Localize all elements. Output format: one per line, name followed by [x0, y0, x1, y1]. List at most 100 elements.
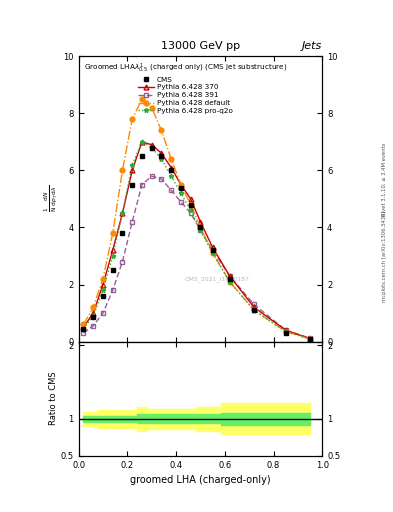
Pythia 6.428 default	[140, 96, 144, 102]
Text: Rivet 3.1.10; ≥ 3.4M events: Rivet 3.1.10; ≥ 3.4M events	[382, 142, 387, 216]
Pythia 6.428 default	[130, 116, 134, 122]
Line: CMS: CMS	[81, 145, 312, 342]
Pythia 6.428 default	[198, 224, 203, 230]
Pythia 6.428 391	[210, 247, 215, 253]
Pythia 6.428 pro-q2o	[101, 287, 105, 293]
Pythia 6.428 pro-q2o	[308, 336, 312, 342]
CMS	[91, 314, 95, 321]
Pythia 6.428 370	[308, 336, 312, 342]
Pythia 6.428 pro-q2o	[91, 313, 95, 319]
Pythia 6.428 370	[169, 164, 174, 170]
Pythia 6.428 391	[149, 173, 154, 179]
Pythia 6.428 default	[178, 182, 183, 188]
Pythia 6.428 391	[227, 273, 232, 279]
Pythia 6.428 370	[178, 182, 183, 188]
Pythia 6.428 pro-q2o	[252, 307, 256, 313]
Line: Pythia 6.428 370: Pythia 6.428 370	[81, 139, 312, 341]
Line: Pythia 6.428 default: Pythia 6.428 default	[81, 97, 312, 342]
Pythia 6.428 391	[140, 182, 144, 188]
Pythia 6.428 370	[283, 327, 288, 333]
Pythia 6.428 pro-q2o	[120, 210, 125, 216]
Pythia 6.428 391	[159, 176, 164, 182]
Pythia 6.428 370	[198, 219, 203, 225]
CMS	[283, 330, 288, 336]
Pythia 6.428 391	[198, 227, 203, 233]
CMS	[149, 144, 154, 151]
Pythia 6.428 391	[120, 259, 125, 265]
Pythia 6.428 370	[110, 247, 115, 253]
CMS	[110, 267, 115, 273]
Pythia 6.428 391	[308, 335, 312, 341]
Pythia 6.428 default	[91, 304, 95, 310]
Pythia 6.428 391	[169, 187, 174, 194]
Pythia 6.428 pro-q2o	[188, 207, 193, 214]
CMS	[227, 276, 232, 282]
CMS	[159, 153, 164, 159]
Pythia 6.428 391	[188, 210, 193, 216]
Pythia 6.428 370	[210, 244, 215, 250]
CMS	[101, 293, 105, 299]
Pythia 6.428 pro-q2o	[227, 279, 232, 285]
Pythia 6.428 391	[283, 327, 288, 333]
Pythia 6.428 391	[81, 330, 86, 336]
Pythia 6.428 pro-q2o	[130, 162, 134, 168]
Pythia 6.428 391	[252, 302, 256, 308]
CMS	[140, 153, 144, 159]
Text: CMS_2021_I1920187: CMS_2021_I1920187	[185, 276, 250, 282]
Pythia 6.428 pro-q2o	[149, 144, 154, 151]
CMS	[210, 247, 215, 253]
Pythia 6.428 pro-q2o	[159, 156, 164, 162]
Line: Pythia 6.428 391: Pythia 6.428 391	[81, 174, 312, 340]
CMS	[169, 167, 174, 174]
CMS	[252, 307, 256, 313]
Pythia 6.428 pro-q2o	[210, 250, 215, 256]
Pythia 6.428 default	[159, 127, 164, 134]
Pythia 6.428 default	[308, 336, 312, 342]
Line: Pythia 6.428 pro-q2o: Pythia 6.428 pro-q2o	[81, 139, 312, 342]
Pythia 6.428 370	[101, 282, 105, 288]
Y-axis label: Ratio to CMS: Ratio to CMS	[49, 372, 58, 425]
Pythia 6.428 370	[140, 139, 144, 145]
Pythia 6.428 391	[110, 287, 115, 293]
Pythia 6.428 370	[188, 196, 193, 202]
Pythia 6.428 default	[210, 250, 215, 256]
Pythia 6.428 370	[149, 142, 154, 148]
CMS	[198, 224, 203, 230]
Pythia 6.428 default	[283, 329, 288, 335]
Text: mcplots.cern.ch [arXiv:1306.3436]: mcplots.cern.ch [arXiv:1306.3436]	[382, 210, 387, 302]
Legend: CMS, Pythia 6.428 370, Pythia 6.428 391, Pythia 6.428 default, Pythia 6.428 pro-: CMS, Pythia 6.428 370, Pythia 6.428 391,…	[82, 60, 288, 115]
Pythia 6.428 370	[120, 210, 125, 216]
Pythia 6.428 default	[188, 202, 193, 208]
Pythia 6.428 370	[91, 310, 95, 316]
Pythia 6.428 default	[101, 276, 105, 282]
CMS	[308, 336, 312, 343]
Pythia 6.428 370	[252, 304, 256, 310]
CMS	[130, 182, 134, 188]
Pythia 6.428 pro-q2o	[198, 227, 203, 233]
Pythia 6.428 pro-q2o	[169, 173, 174, 179]
Pythia 6.428 391	[91, 323, 95, 329]
Pythia 6.428 370	[130, 167, 134, 174]
Pythia 6.428 pro-q2o	[283, 329, 288, 335]
Pythia 6.428 pro-q2o	[110, 253, 115, 259]
Pythia 6.428 default	[169, 156, 174, 162]
Pythia 6.428 391	[130, 219, 134, 225]
Pythia 6.428 pro-q2o	[140, 139, 144, 145]
Pythia 6.428 370	[159, 150, 164, 156]
Pythia 6.428 391	[178, 199, 183, 205]
Y-axis label: $\frac{1}{\mathrm{N}}\,\frac{\mathrm{d}N}{\mathrm{d}p_T\,\mathrm{d}\lambda}$: $\frac{1}{\mathrm{N}}\,\frac{\mathrm{d}N…	[43, 185, 61, 212]
CMS	[120, 230, 125, 236]
Pythia 6.428 391	[101, 310, 105, 316]
Pythia 6.428 default	[149, 104, 154, 111]
Pythia 6.428 default	[110, 230, 115, 236]
Pythia 6.428 default	[252, 307, 256, 313]
Pythia 6.428 370	[81, 324, 86, 330]
X-axis label: groomed LHA (charged-only): groomed LHA (charged-only)	[130, 475, 271, 485]
CMS	[81, 326, 86, 332]
Pythia 6.428 default	[227, 279, 232, 285]
Pythia 6.428 default	[120, 167, 125, 174]
Pythia 6.428 370	[227, 273, 232, 279]
Pythia 6.428 default	[81, 322, 86, 328]
Pythia 6.428 pro-q2o	[178, 190, 183, 196]
CMS	[178, 184, 183, 190]
